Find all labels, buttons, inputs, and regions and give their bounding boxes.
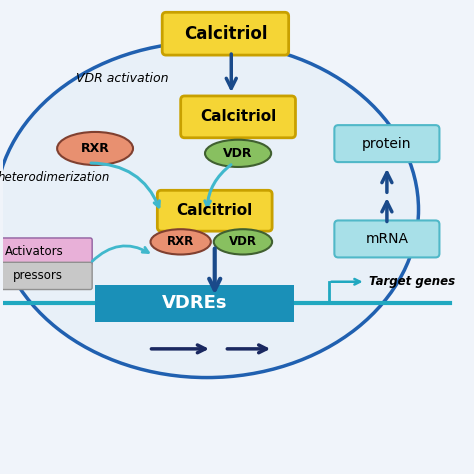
FancyBboxPatch shape xyxy=(334,220,439,257)
Text: protein: protein xyxy=(362,137,411,151)
Ellipse shape xyxy=(57,132,133,165)
Text: RXR: RXR xyxy=(81,142,109,155)
Text: ctivators: ctivators xyxy=(12,245,64,258)
Text: RXR: RXR xyxy=(167,236,194,248)
Ellipse shape xyxy=(205,140,271,167)
Text: Calcitriol: Calcitriol xyxy=(200,109,276,124)
Text: VDREs: VDREs xyxy=(162,294,228,312)
FancyBboxPatch shape xyxy=(0,262,92,290)
Text: VDR: VDR xyxy=(223,147,253,160)
Ellipse shape xyxy=(0,42,419,378)
FancyBboxPatch shape xyxy=(181,96,295,138)
Text: mRNA: mRNA xyxy=(365,232,409,246)
Text: Calcitriol: Calcitriol xyxy=(184,25,267,43)
Text: heterodimerization: heterodimerization xyxy=(0,171,110,184)
Ellipse shape xyxy=(151,229,211,255)
FancyBboxPatch shape xyxy=(0,238,92,265)
FancyBboxPatch shape xyxy=(162,12,289,55)
Text: VDR: VDR xyxy=(229,236,257,248)
FancyBboxPatch shape xyxy=(334,125,439,162)
Ellipse shape xyxy=(214,229,272,255)
Text: Target genes: Target genes xyxy=(369,275,456,288)
Text: VDR activation: VDR activation xyxy=(76,72,168,85)
Text: pressors: pressors xyxy=(13,269,63,283)
Text: A: A xyxy=(5,245,13,258)
FancyBboxPatch shape xyxy=(95,285,294,322)
FancyBboxPatch shape xyxy=(157,190,272,231)
Text: Calcitriol: Calcitriol xyxy=(177,203,253,218)
